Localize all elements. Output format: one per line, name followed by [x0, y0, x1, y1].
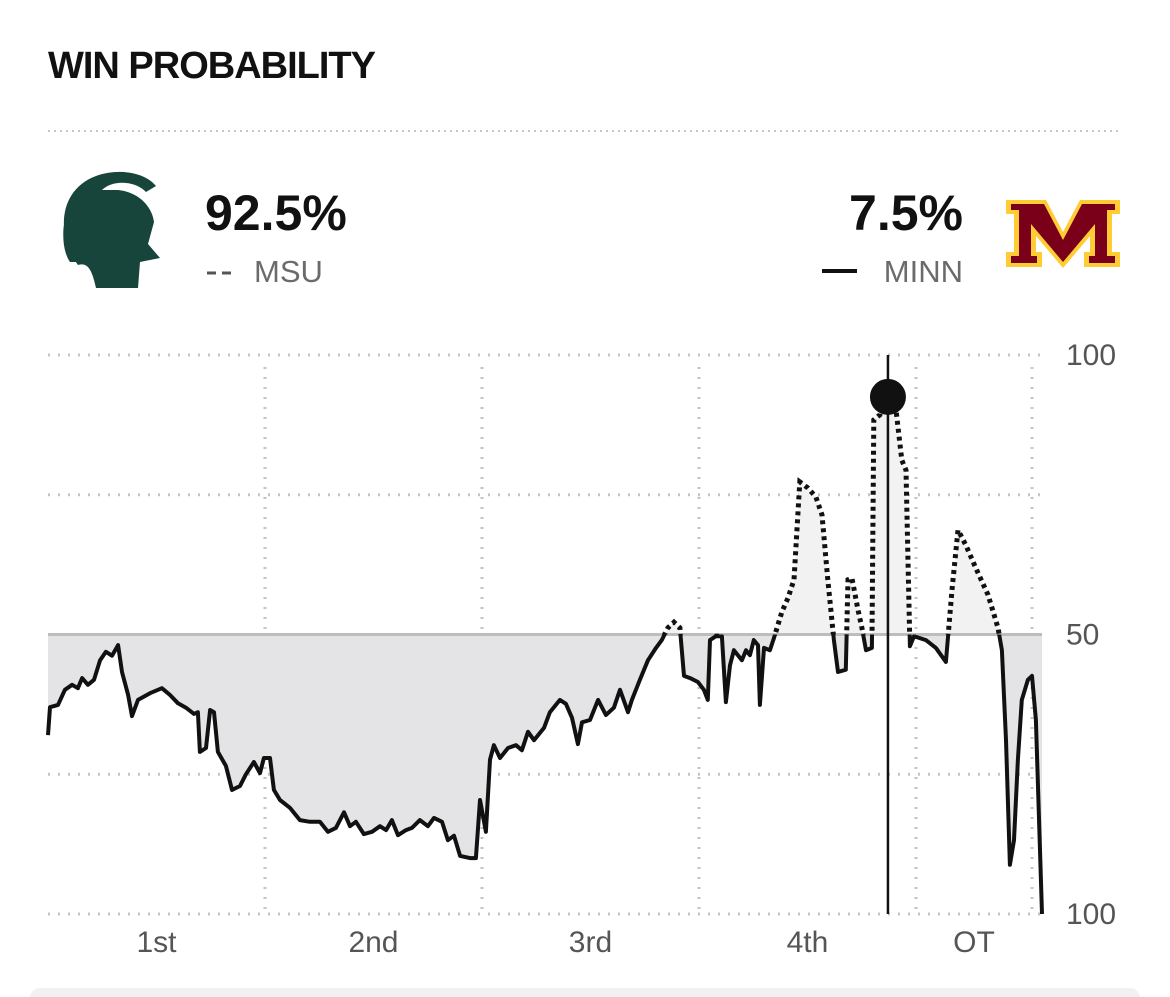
msu-percent: 92.5% — [205, 185, 347, 241]
probability-line-dotted — [661, 393, 1002, 635]
minn-logo — [1006, 200, 1120, 268]
x-tick-label: OT — [953, 926, 995, 959]
minn-percent: 7.5% — [849, 185, 963, 241]
minn-name: MINN — [884, 254, 963, 289]
x-tick-label: 2nd — [348, 926, 398, 959]
y-tick-label: 50 — [1066, 619, 1099, 652]
plot: 100 50 100 1st 2nd 3rd 4th OT — [46, 339, 1116, 959]
probability-line-solid — [46, 634, 1044, 915]
chart-title: WIN PROBABILITY — [48, 45, 376, 87]
current-marker-dot — [869, 378, 906, 415]
y-tick-label: 100 — [1066, 339, 1116, 372]
next-card-edge — [30, 988, 1140, 997]
msu-name: MSU — [254, 254, 323, 289]
x-tick-label: 4th — [787, 926, 829, 959]
msu-logo — [63, 171, 160, 288]
x-tick-label: 3rd — [569, 926, 612, 959]
area-below — [48, 634, 1042, 914]
y-tick-label: 100 — [1066, 898, 1116, 931]
x-tick-label: 1st — [136, 926, 177, 959]
